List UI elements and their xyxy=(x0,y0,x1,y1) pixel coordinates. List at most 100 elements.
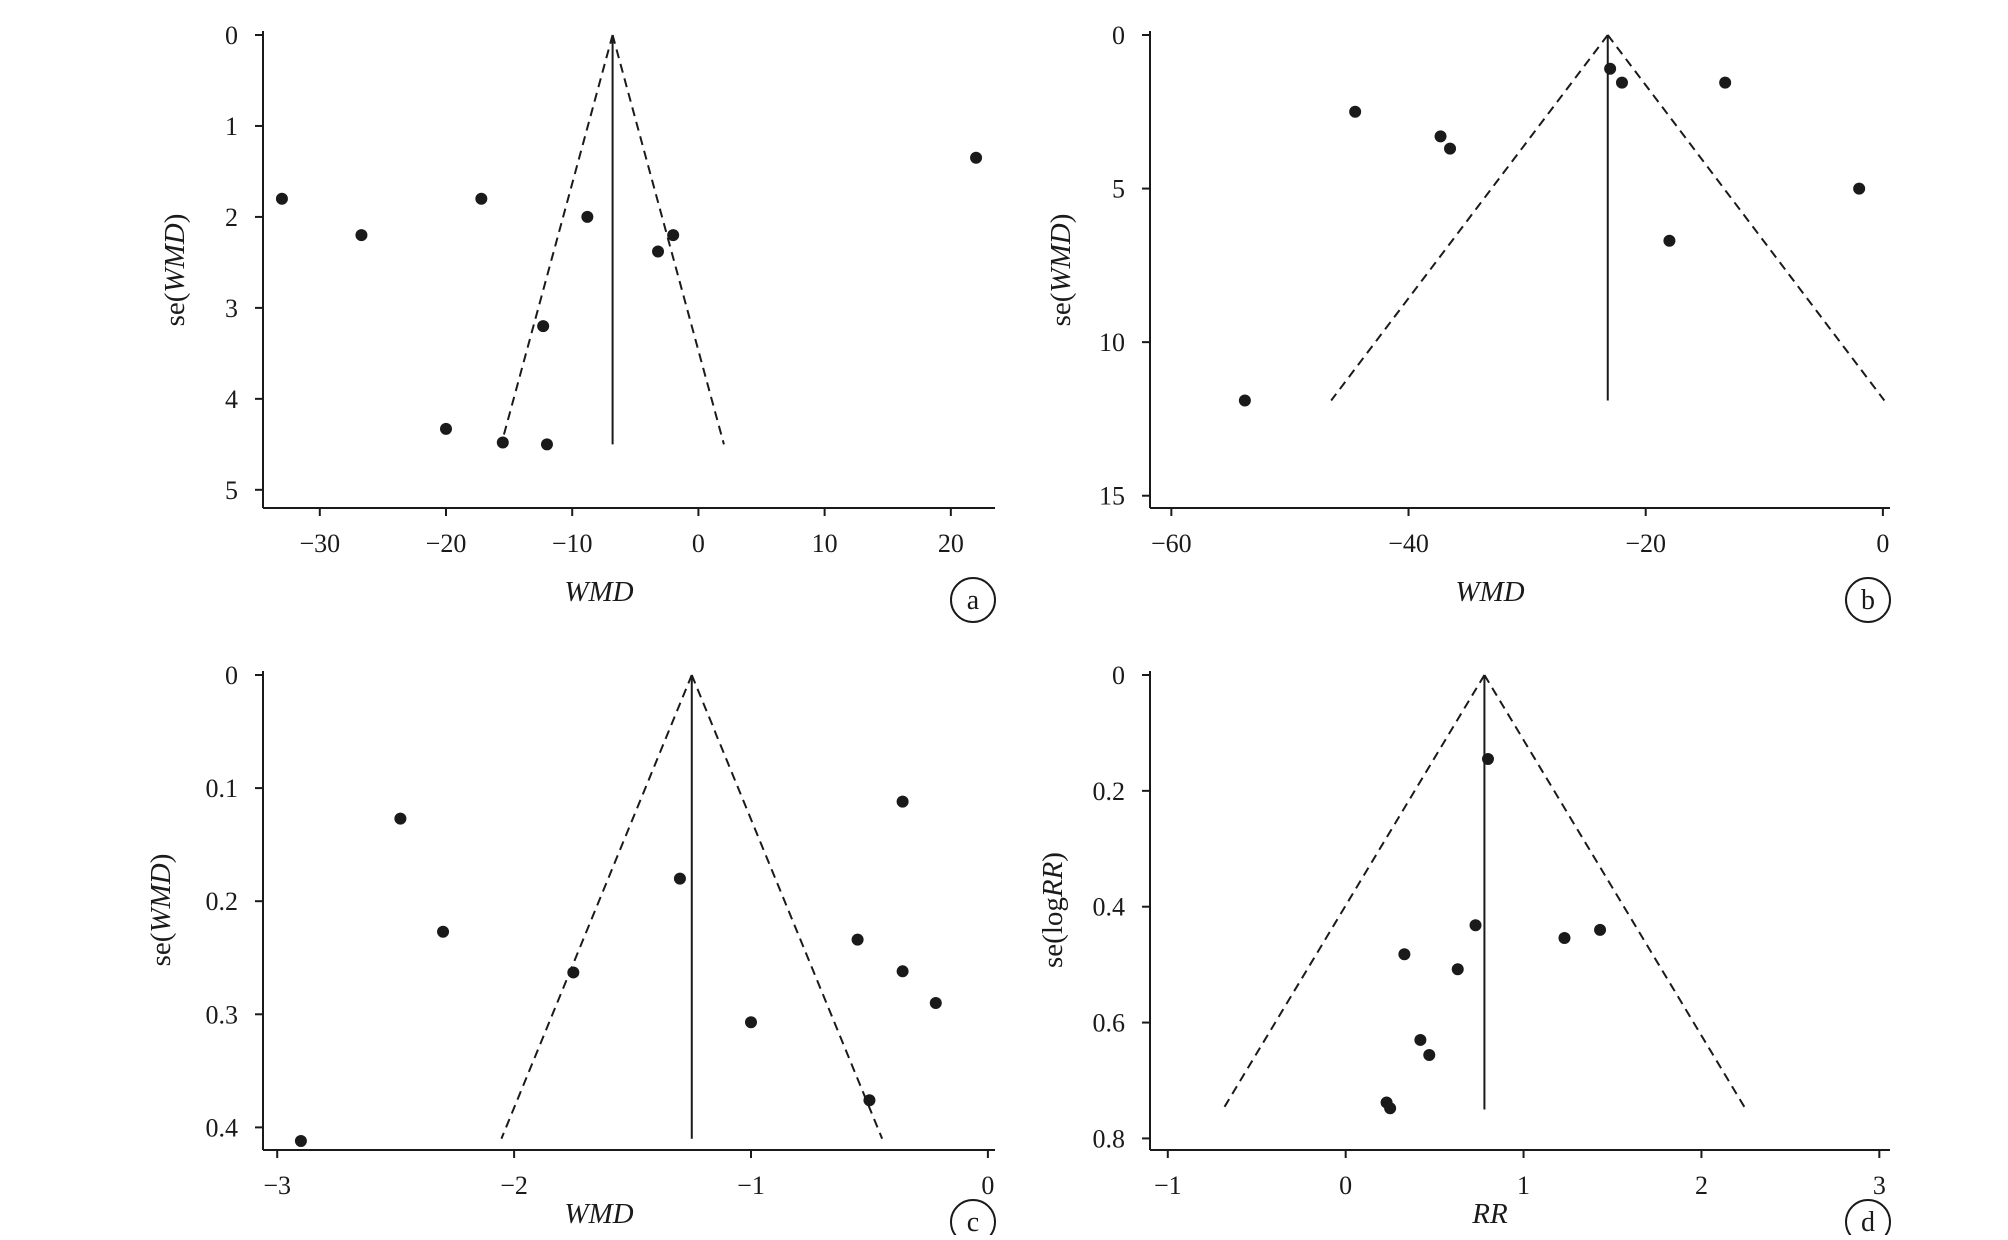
study-point xyxy=(581,210,594,223)
study-point xyxy=(1444,142,1457,155)
y-tick-label: 0 xyxy=(1112,661,1125,690)
study-point xyxy=(1384,1102,1397,1115)
y-tick-label: 15 xyxy=(1099,482,1125,511)
x-tick-label: −2 xyxy=(500,1171,528,1200)
y-tick-label: 4 xyxy=(225,385,238,414)
funnel-ci-left-line xyxy=(1222,674,1486,1110)
study-point xyxy=(896,795,909,808)
study-point xyxy=(437,925,450,938)
study-point xyxy=(1414,1033,1427,1046)
study-point xyxy=(475,192,488,205)
panel-d: 0 0.2 0.4 0.6 0.8 −1 0 1 2 3 RR se(logRR) d xyxy=(1037,661,1891,1240)
y-axis-label: se(WMD) xyxy=(159,214,191,327)
x-axis-label: RR xyxy=(1471,1198,1508,1230)
y-tick-label: 0.2 xyxy=(1093,777,1126,806)
y-tick-label: 0.1 xyxy=(206,774,239,803)
study-point xyxy=(1398,948,1411,961)
funnel-ci-right-line xyxy=(611,34,725,445)
x-tick-label: −1 xyxy=(1154,1171,1182,1200)
study-point xyxy=(355,229,368,242)
x-tick-label: −1 xyxy=(737,1171,765,1200)
y-axis-label: se(WMD) xyxy=(145,854,177,967)
y-tick-label: 1 xyxy=(225,112,238,141)
y-tick-label: 0.8 xyxy=(1093,1124,1126,1153)
funnel-ci-right-line xyxy=(1483,674,1747,1110)
x-tick-label: 0 xyxy=(692,529,705,558)
y-tick-label: 0 xyxy=(1112,21,1125,50)
panel-c: 0 0.1 0.2 0.3 0.4 −3 −2 −1 0 WMD se(WMD) c xyxy=(145,661,996,1240)
study-point xyxy=(929,996,942,1009)
y-tick-label: 0.2 xyxy=(206,887,239,916)
x-tick-label: 0 xyxy=(1339,1171,1352,1200)
study-point xyxy=(1469,919,1482,932)
study-point xyxy=(863,1094,876,1107)
y-tick-label: 0.3 xyxy=(206,1000,239,1029)
study-point xyxy=(652,245,665,258)
study-point xyxy=(1451,963,1464,976)
study-point xyxy=(1349,105,1362,118)
study-point xyxy=(1853,182,1866,195)
study-point xyxy=(1615,76,1628,89)
study-point xyxy=(567,966,580,979)
study-point xyxy=(1558,931,1571,944)
study-point xyxy=(1594,923,1607,936)
panel-label: a xyxy=(967,585,980,616)
x-tick-label: 0 xyxy=(1876,529,1889,558)
study-point xyxy=(1481,752,1494,765)
x-tick-label: −40 xyxy=(1388,529,1429,558)
y-tick-label: 3 xyxy=(225,294,238,323)
panel-label: d xyxy=(1861,1207,1875,1235)
study-point xyxy=(294,1134,307,1147)
x-tick-label: 0 xyxy=(981,1171,994,1200)
x-axis-label: WMD xyxy=(564,576,633,608)
x-tick-label: −3 xyxy=(263,1171,291,1200)
x-tick-label: 2 xyxy=(1695,1171,1708,1200)
study-point xyxy=(394,812,407,825)
panel-b: 0 5 10 15 −60 −40 −20 0 WMD se(WMD) b xyxy=(1045,21,1891,623)
panel-label-circle xyxy=(950,1199,996,1240)
x-tick-label: 20 xyxy=(938,529,964,558)
y-axis-label: se(logRR) xyxy=(1037,852,1069,968)
y-tick-label: 0.4 xyxy=(1093,893,1126,922)
study-point xyxy=(1423,1049,1436,1061)
x-tick-label: −60 xyxy=(1151,529,1192,558)
x-tick-label: 10 xyxy=(812,529,838,558)
funnel-ci-left-line xyxy=(500,34,614,445)
x-axis-label: WMD xyxy=(1455,576,1524,608)
study-point xyxy=(851,933,864,946)
y-tick-label: 0 xyxy=(225,21,238,50)
study-point xyxy=(496,436,509,449)
funnel-ci-left-line xyxy=(500,674,693,1140)
x-tick-label: 3 xyxy=(1873,1171,1886,1200)
x-axis-label: WMD xyxy=(564,1198,633,1230)
funnel-ci-right-line xyxy=(690,674,884,1140)
x-tick-label: −30 xyxy=(299,529,340,558)
panel-label: b xyxy=(1861,585,1875,616)
study-point xyxy=(673,872,686,885)
study-point xyxy=(440,422,452,435)
y-tick-label: 0 xyxy=(225,661,238,690)
study-point xyxy=(1238,394,1251,407)
funnel-ci-left-line xyxy=(1330,34,1609,402)
study-point xyxy=(970,151,983,164)
panel-label-circle xyxy=(1845,577,1891,623)
study-point xyxy=(1434,130,1447,143)
y-tick-label: 0.6 xyxy=(1093,1009,1126,1038)
study-point xyxy=(1604,62,1617,75)
x-tick-label: −10 xyxy=(552,529,593,558)
study-point xyxy=(275,192,288,205)
x-tick-label: −20 xyxy=(1625,529,1666,558)
y-axis-label: se(WMD) xyxy=(1045,214,1077,327)
study-point xyxy=(667,229,680,242)
study-point xyxy=(1719,76,1732,89)
panel-label-circle xyxy=(1845,1199,1891,1240)
study-point xyxy=(745,1016,757,1029)
y-tick-label: 0.4 xyxy=(206,1113,239,1142)
study-point xyxy=(896,965,909,978)
panel-label: c xyxy=(967,1207,979,1235)
y-tick-label: 2 xyxy=(225,203,238,232)
y-tick-label: 5 xyxy=(1112,175,1125,204)
funnel-ci-right-line xyxy=(1606,34,1886,402)
